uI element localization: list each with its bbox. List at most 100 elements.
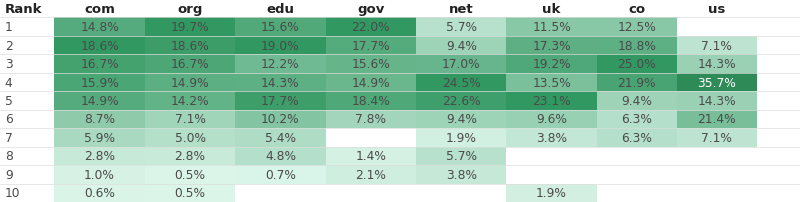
FancyBboxPatch shape [145,147,235,165]
FancyBboxPatch shape [597,110,677,128]
FancyBboxPatch shape [677,18,757,37]
Text: 35.7%: 35.7% [698,76,736,89]
Text: Rank: Rank [5,3,42,16]
FancyBboxPatch shape [506,74,597,92]
FancyBboxPatch shape [416,128,506,147]
FancyBboxPatch shape [0,110,54,128]
Text: 17.7%: 17.7% [351,39,390,52]
FancyBboxPatch shape [677,147,757,165]
FancyBboxPatch shape [506,165,597,184]
FancyBboxPatch shape [326,18,416,37]
FancyBboxPatch shape [326,128,416,147]
FancyBboxPatch shape [145,128,235,147]
Text: 3.8%: 3.8% [536,131,567,144]
FancyBboxPatch shape [326,165,416,184]
Text: 19.7%: 19.7% [170,21,210,34]
Text: 18.4%: 18.4% [351,95,390,107]
FancyBboxPatch shape [326,184,416,202]
Text: 23.1%: 23.1% [532,95,571,107]
Text: 24.5%: 24.5% [442,76,481,89]
Text: 19.0%: 19.0% [261,39,300,52]
Text: 14.9%: 14.9% [351,76,390,89]
Text: 0.7%: 0.7% [265,168,296,181]
FancyBboxPatch shape [54,74,145,92]
Text: 15.6%: 15.6% [261,21,300,34]
FancyBboxPatch shape [235,92,326,110]
Text: 7: 7 [5,131,13,144]
Text: 15.9%: 15.9% [80,76,119,89]
FancyBboxPatch shape [54,37,145,55]
Text: 5: 5 [5,95,13,107]
Text: 19.2%: 19.2% [532,58,571,71]
Text: 3: 3 [5,58,13,71]
Text: 1.9%: 1.9% [536,186,567,199]
FancyBboxPatch shape [235,184,326,202]
FancyBboxPatch shape [145,92,235,110]
FancyBboxPatch shape [597,92,677,110]
FancyBboxPatch shape [677,110,757,128]
Text: com: com [84,3,115,16]
Text: 18.8%: 18.8% [618,39,656,52]
Text: 9.6%: 9.6% [536,113,567,126]
FancyBboxPatch shape [0,147,54,165]
Text: 1: 1 [5,21,13,34]
FancyBboxPatch shape [677,55,757,74]
FancyBboxPatch shape [416,110,506,128]
FancyBboxPatch shape [54,165,145,184]
Text: 7.1%: 7.1% [702,131,732,144]
Text: 14.8%: 14.8% [80,21,119,34]
FancyBboxPatch shape [597,37,677,55]
Text: edu: edu [266,3,294,16]
Text: 7.8%: 7.8% [355,113,386,126]
Text: 2: 2 [5,39,13,52]
FancyBboxPatch shape [235,147,326,165]
FancyBboxPatch shape [597,74,677,92]
FancyBboxPatch shape [677,37,757,55]
Text: net: net [449,3,474,16]
FancyBboxPatch shape [677,165,757,184]
FancyBboxPatch shape [506,184,597,202]
Text: 1.9%: 1.9% [446,131,477,144]
FancyBboxPatch shape [54,55,145,74]
Text: 0.6%: 0.6% [84,186,115,199]
Text: 14.3%: 14.3% [261,76,300,89]
FancyBboxPatch shape [506,18,597,37]
Text: 10.2%: 10.2% [261,113,300,126]
FancyBboxPatch shape [506,92,597,110]
Text: 5.4%: 5.4% [265,131,296,144]
FancyBboxPatch shape [506,37,597,55]
FancyBboxPatch shape [235,18,326,37]
FancyBboxPatch shape [506,128,597,147]
Text: uk: uk [542,3,561,16]
FancyBboxPatch shape [677,128,757,147]
Text: 16.7%: 16.7% [80,58,119,71]
Text: 21.4%: 21.4% [698,113,736,126]
Text: 17.7%: 17.7% [261,95,300,107]
Text: 6.3%: 6.3% [622,113,652,126]
FancyBboxPatch shape [506,110,597,128]
Text: 21.9%: 21.9% [618,76,656,89]
Text: 14.9%: 14.9% [170,76,210,89]
Text: 8: 8 [5,150,13,163]
Text: 11.5%: 11.5% [532,21,571,34]
Text: 18.6%: 18.6% [80,39,119,52]
Text: 18.6%: 18.6% [170,39,210,52]
FancyBboxPatch shape [0,74,54,92]
FancyBboxPatch shape [416,165,506,184]
Text: 22.6%: 22.6% [442,95,481,107]
FancyBboxPatch shape [416,184,506,202]
Text: 0.5%: 0.5% [174,168,206,181]
Text: 0.5%: 0.5% [174,186,206,199]
Text: 14.3%: 14.3% [698,95,736,107]
FancyBboxPatch shape [54,147,145,165]
FancyBboxPatch shape [235,165,326,184]
Text: 2.8%: 2.8% [174,150,206,163]
FancyBboxPatch shape [0,0,800,18]
FancyBboxPatch shape [416,18,506,37]
FancyBboxPatch shape [506,55,597,74]
FancyBboxPatch shape [597,147,677,165]
FancyBboxPatch shape [235,55,326,74]
Text: 12.2%: 12.2% [261,58,300,71]
Text: 14.3%: 14.3% [698,58,736,71]
Text: 6: 6 [5,113,13,126]
